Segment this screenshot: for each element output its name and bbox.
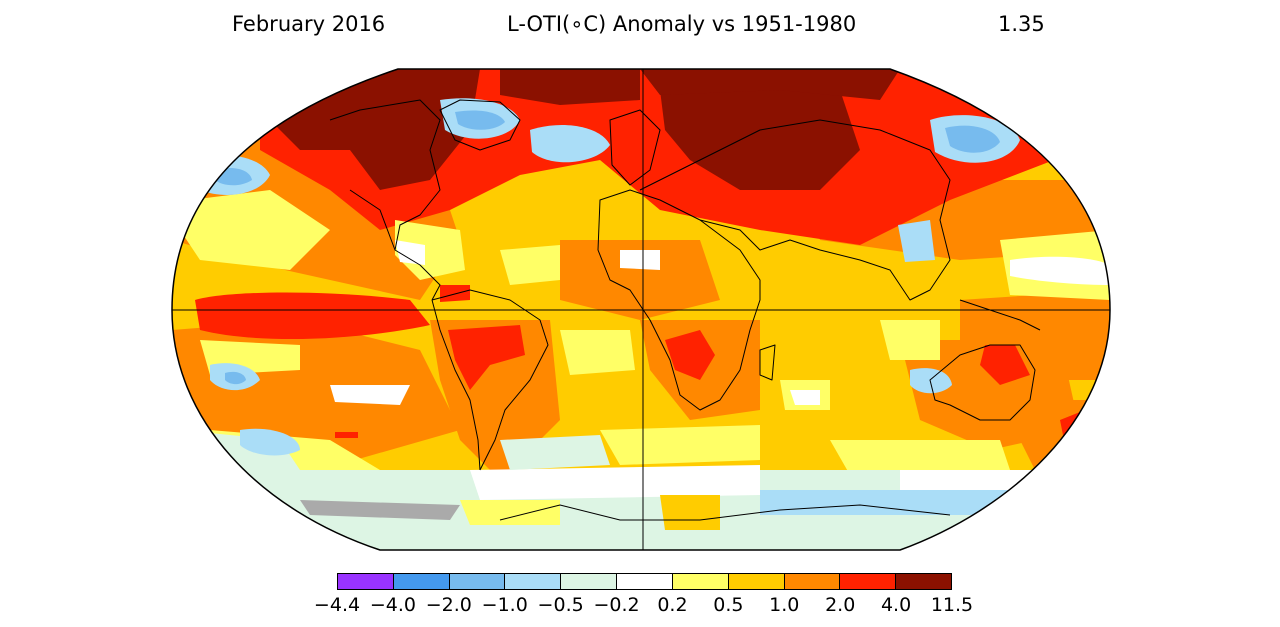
legend-swatch-4 <box>561 574 618 589</box>
legend-swatch-0 <box>338 574 394 589</box>
map-date: February 2016 <box>232 12 386 36</box>
legend-swatch-9 <box>840 574 897 589</box>
map-title: L-OTI(∘C) Anomaly vs 1951-1980 <box>507 12 857 36</box>
legend-swatch-8 <box>784 574 841 589</box>
legend-tick-label: 0.2 <box>657 594 688 616</box>
legend-tick-labels: −4.4 −4.0 −2.0 −1.0 −0.5 −0.2 0.2 0.5 1.0 2.0 4.0 1… <box>314 594 973 618</box>
legend-tick-label: −1.0 <box>481 594 528 616</box>
legend-swatch-3 <box>505 574 562 589</box>
legend-swatch-10 <box>896 574 951 589</box>
map-projection-outline <box>171 68 1111 551</box>
color-legend <box>337 573 952 590</box>
legend-swatch-1 <box>393 574 450 589</box>
legend-tick-label: 1.0 <box>769 594 800 616</box>
legend-tick-label: −4.0 <box>369 594 416 616</box>
legend-tick-label: −0.5 <box>537 594 584 616</box>
legend-swatch-6 <box>672 574 729 589</box>
coastlines <box>329 99 1041 521</box>
legend-tick-label: 2.0 <box>825 594 856 616</box>
legend-tick-label: 4.0 <box>880 594 912 616</box>
legend-swatch-2 <box>449 574 506 589</box>
legend-swatch-7 <box>728 574 785 589</box>
global-mean-value: 1.35 <box>998 12 1045 36</box>
legend-tick-label: −4.4 <box>313 594 361 616</box>
legend-swatch-5 <box>617 574 673 589</box>
map-header: February 2016 L-OTI(∘C) Anomaly vs 1951-… <box>0 12 1280 42</box>
anomaly-field <box>172 69 1110 550</box>
legend-tick-label: −0.2 <box>593 594 640 616</box>
legend-tick-label: −2.0 <box>425 594 472 616</box>
legend-tick-label: 11.5 <box>930 594 974 616</box>
legend-tick-label: 0.5 <box>713 594 744 616</box>
